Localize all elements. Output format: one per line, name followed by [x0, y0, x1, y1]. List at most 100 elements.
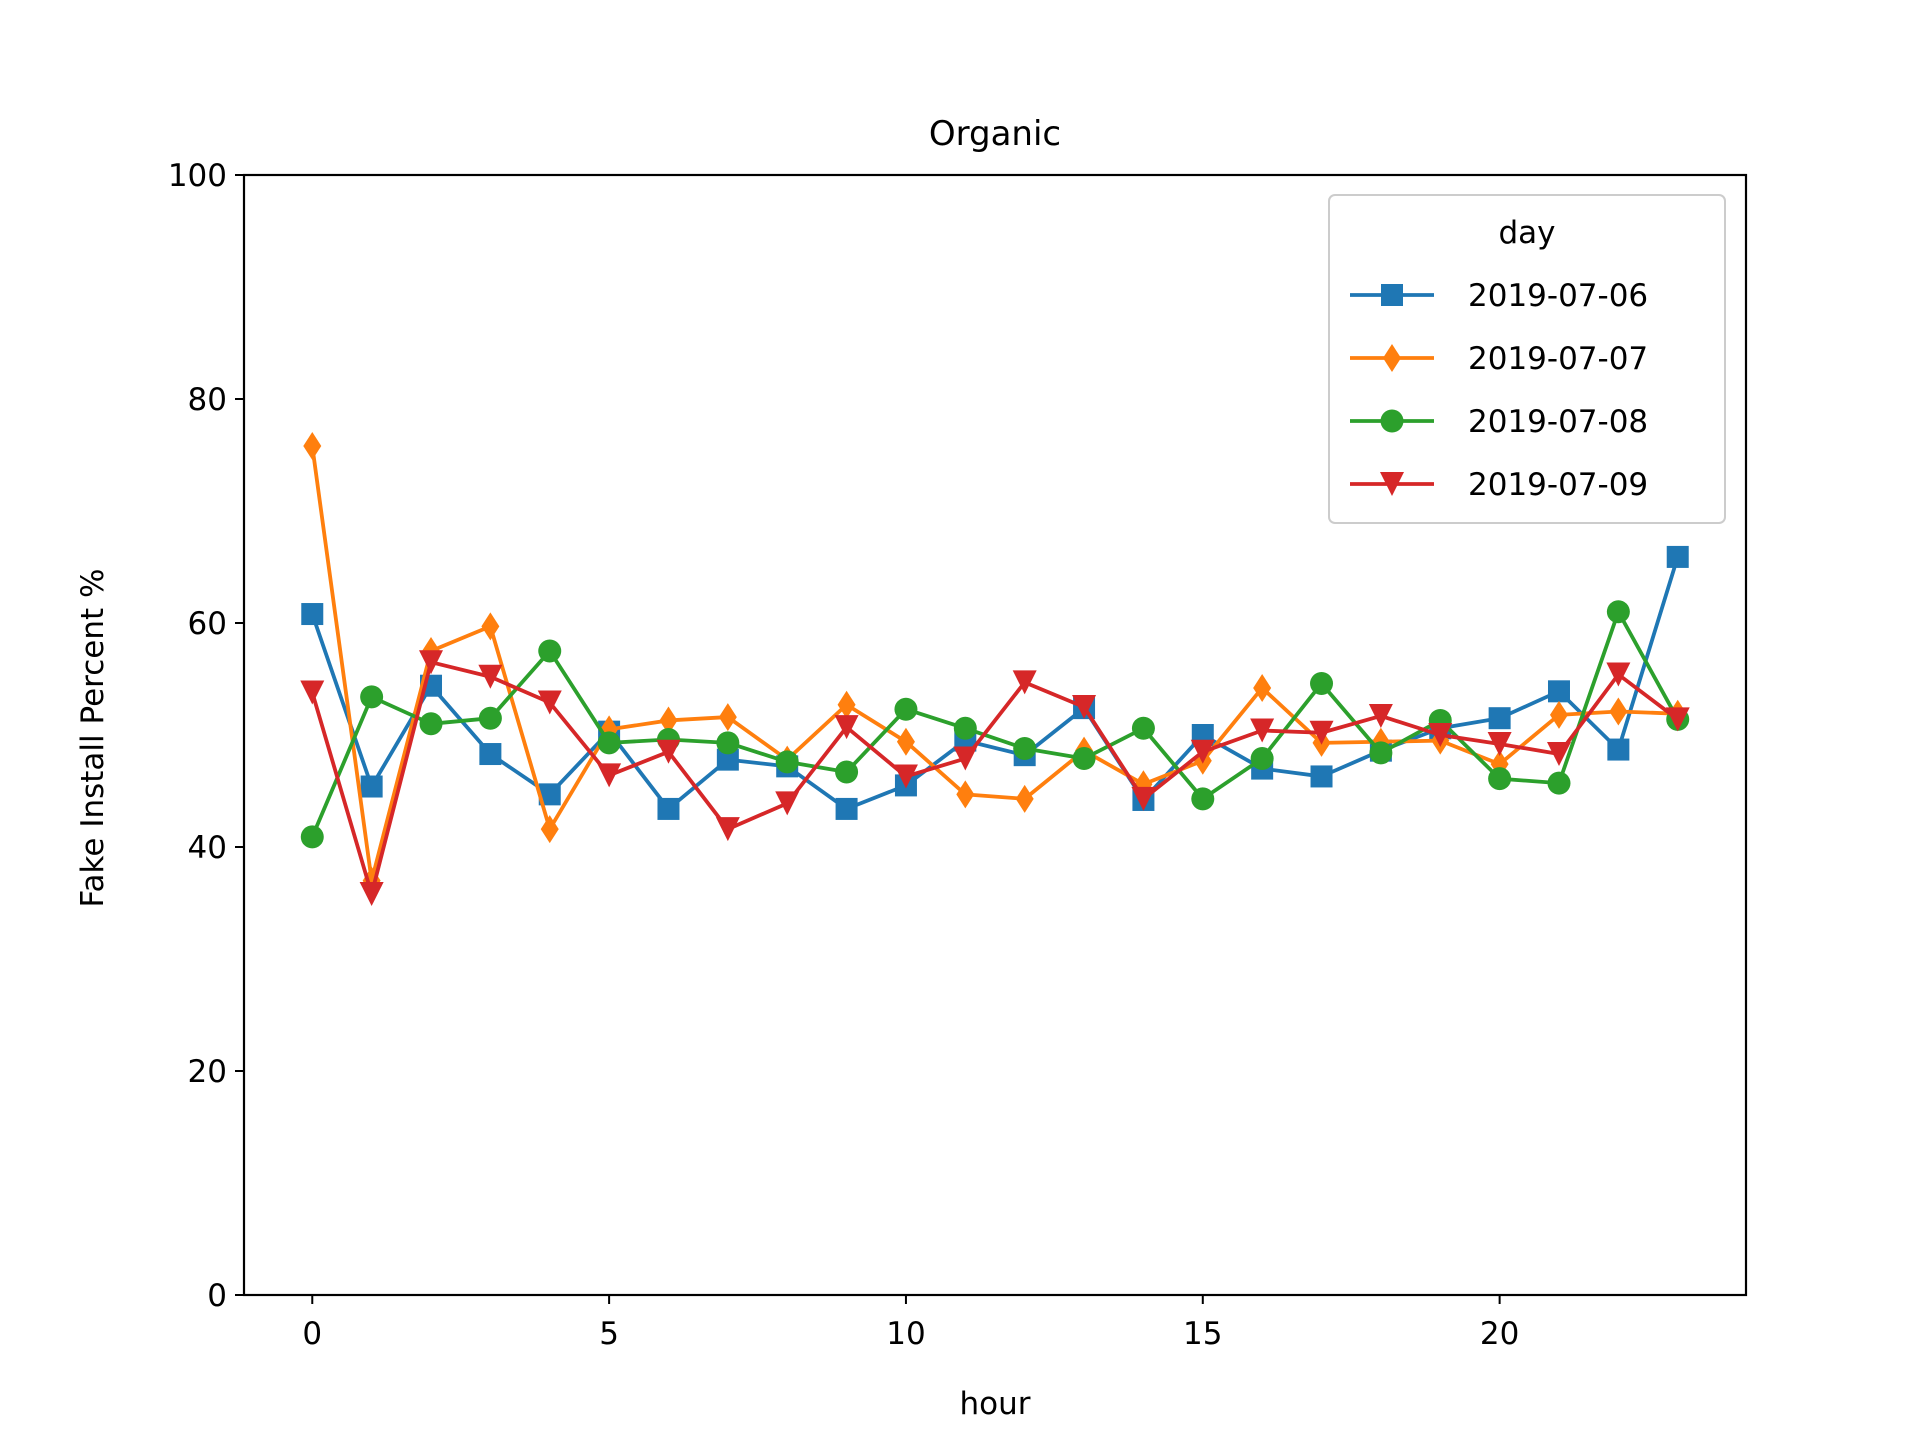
data-point — [1013, 736, 1037, 760]
y-tick-label: 80 — [188, 382, 227, 418]
data-point — [1015, 784, 1034, 813]
data-point — [1310, 765, 1333, 788]
data-point — [1131, 716, 1155, 740]
legend-label: 2019-07-09 — [1468, 467, 1648, 503]
x-tick-label: 15 — [1183, 1316, 1222, 1352]
data-point — [597, 731, 621, 755]
x-tick-label: 10 — [886, 1316, 925, 1352]
legend-marker — [1380, 472, 1404, 496]
data-point — [1012, 670, 1037, 695]
data-point — [893, 764, 918, 789]
data-point — [1428, 723, 1453, 747]
data-point — [1547, 680, 1570, 703]
data-point — [953, 716, 977, 740]
chart-title: Organic — [929, 114, 1061, 154]
series-line — [310, 660, 1679, 896]
data-point — [1368, 703, 1393, 728]
legend-marker — [1383, 344, 1401, 372]
data-point — [835, 797, 858, 820]
series-2019-07-08 — [300, 600, 1690, 849]
data-point — [1250, 747, 1274, 771]
data-point — [1191, 787, 1215, 811]
data-point — [540, 815, 559, 844]
legend: day 2019-07-06 2019-07-07 2019-07-08 2019-0… — [1328, 194, 1726, 524]
data-point — [775, 750, 799, 774]
data-point — [1253, 673, 1272, 702]
data-point — [1666, 545, 1689, 568]
data-point — [359, 882, 384, 907]
data-point — [835, 760, 859, 784]
legend-label: 2019-07-08 — [1468, 404, 1648, 440]
data-point — [956, 780, 975, 809]
legend-label: 2019-07-07 — [1468, 341, 1648, 377]
data-point — [419, 650, 444, 675]
data-point — [715, 817, 740, 842]
data-point — [419, 712, 443, 736]
data-point — [1131, 786, 1156, 811]
data-point — [1250, 718, 1275, 743]
data-point — [1549, 700, 1568, 729]
series-line — [310, 609, 1680, 838]
y-tick-label: 60 — [188, 606, 227, 642]
data-point — [300, 680, 325, 705]
legend-entry: 2019-07-06 — [1350, 278, 1648, 314]
data-point — [718, 703, 737, 732]
legend-marker — [1381, 284, 1403, 306]
data-point — [1606, 600, 1630, 624]
data-point — [834, 715, 859, 740]
data-point — [360, 775, 383, 798]
data-point — [538, 783, 561, 806]
series-layer — [300, 432, 1690, 907]
legend-title: day — [1498, 215, 1555, 251]
data-point — [1190, 739, 1215, 764]
data-point — [597, 763, 622, 788]
data-point — [1488, 707, 1511, 730]
x-tick-label: 20 — [1480, 1316, 1519, 1352]
data-point — [1487, 731, 1512, 756]
data-point — [1369, 741, 1393, 765]
series-line — [310, 445, 1678, 883]
data-point — [360, 685, 384, 709]
data-point — [1072, 747, 1096, 771]
data-point — [659, 706, 678, 735]
data-point — [896, 727, 915, 756]
data-point — [478, 664, 503, 689]
legend-entry: 2019-07-08 — [1350, 404, 1648, 440]
data-point — [479, 743, 502, 766]
x-tick-label: 0 — [302, 1316, 322, 1352]
data-point — [657, 797, 680, 820]
data-point — [1606, 662, 1631, 687]
y-tick-label: 0 — [207, 1278, 227, 1314]
data-point — [1547, 771, 1571, 795]
data-point — [775, 791, 800, 816]
data-point — [1665, 707, 1690, 732]
data-point — [1309, 720, 1334, 745]
data-point — [837, 690, 856, 719]
y-tick-label: 40 — [188, 830, 227, 866]
data-point — [1310, 671, 1334, 695]
legend-entry: 2019-07-07 — [1350, 341, 1648, 377]
data-point — [1546, 742, 1571, 767]
data-point — [1488, 767, 1512, 791]
legend-box — [1328, 194, 1726, 524]
legend-label: 2019-07-06 — [1468, 278, 1648, 314]
tick-layer: 0 5 10 15 20 0 20 40 60 80 100 — [168, 158, 1520, 1352]
data-point — [894, 697, 918, 721]
series-2019-07-09 — [300, 650, 1690, 907]
y-axis-label: Fake Install Percent % — [75, 569, 111, 908]
y-tick-label: 100 — [168, 158, 227, 194]
data-point — [656, 739, 681, 764]
data-point — [1609, 697, 1628, 726]
x-tick-label: 5 — [599, 1316, 619, 1352]
y-tick-label: 20 — [188, 1054, 227, 1090]
data-point — [537, 690, 562, 715]
plot-frame — [242, 173, 1748, 1297]
data-point — [538, 639, 562, 663]
data-point — [1607, 738, 1630, 761]
data-point — [303, 432, 322, 461]
data-point — [1072, 695, 1097, 719]
data-point — [301, 603, 324, 626]
data-point — [716, 748, 739, 771]
